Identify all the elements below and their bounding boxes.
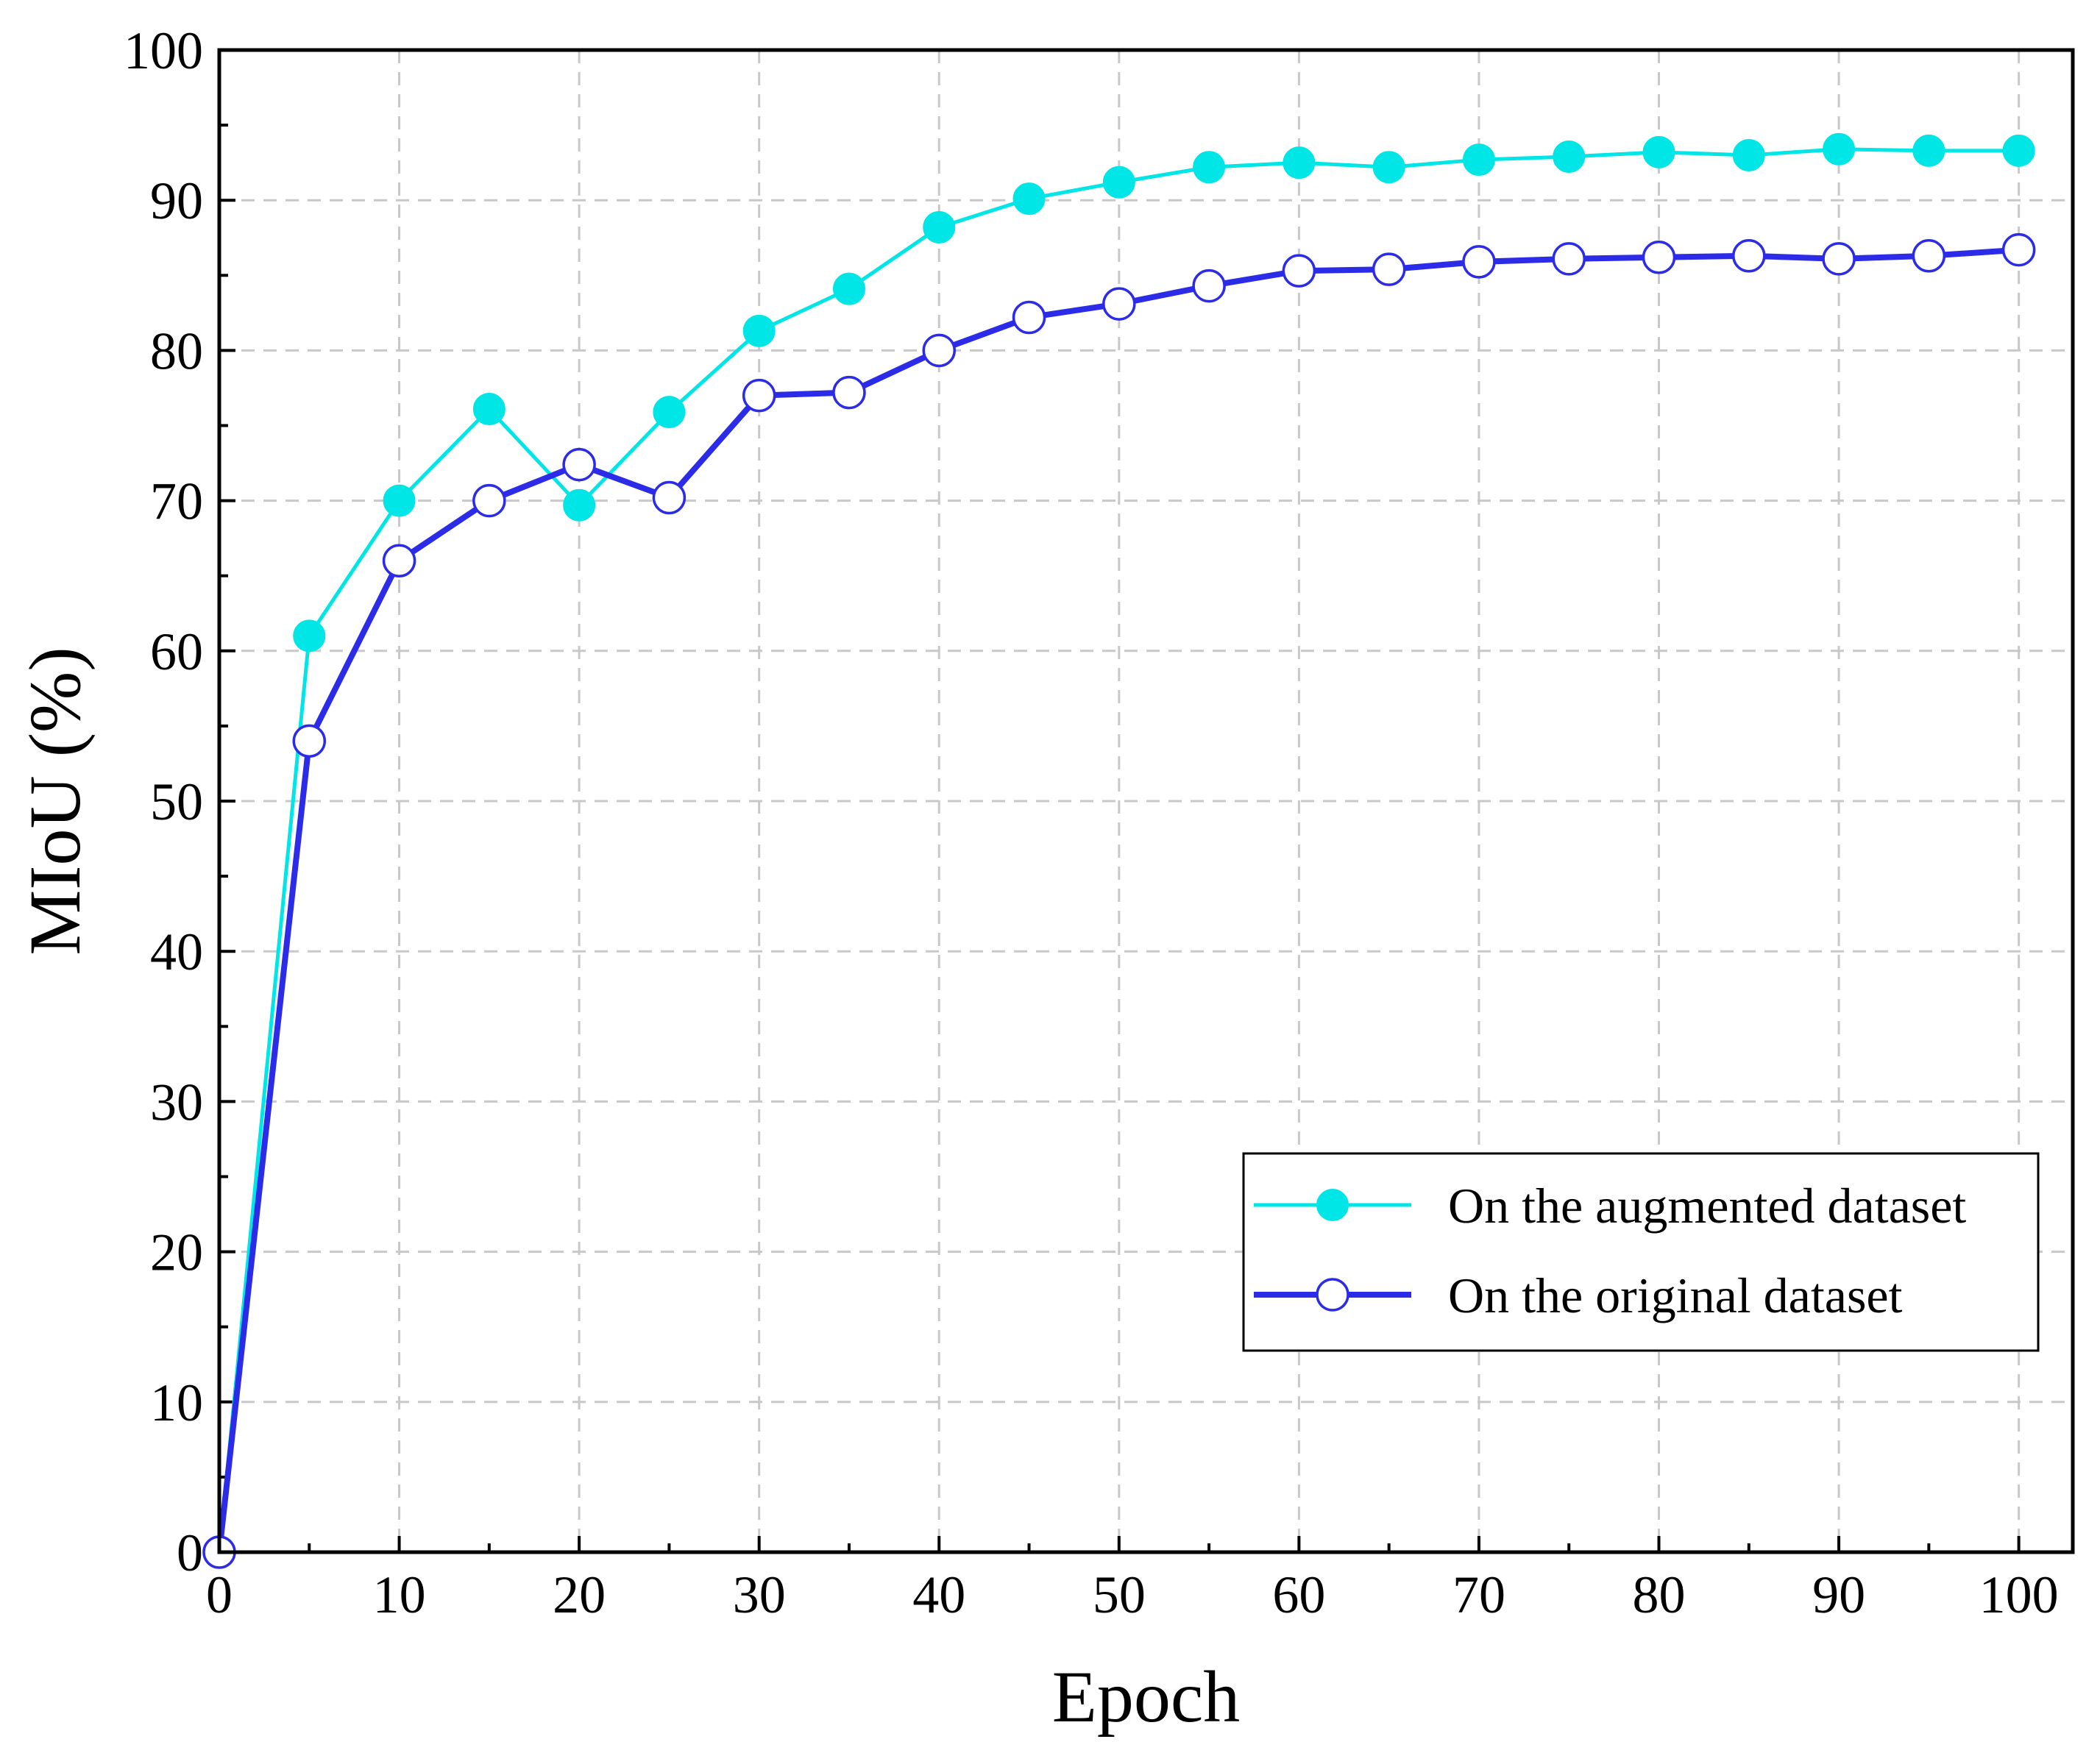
data-point-augmented (742, 314, 776, 347)
x-tick-label: 70 (1452, 1565, 1505, 1624)
legend-marker-original (1316, 1278, 1349, 1312)
data-point-original (382, 544, 416, 578)
y-axis-title: MIoU (%) (14, 647, 96, 955)
data-point-original (1552, 242, 1586, 276)
data-point-original (1372, 252, 1406, 286)
x-tick-label: 50 (1093, 1565, 1146, 1624)
data-point-augmented (653, 396, 686, 429)
data-point-augmented (383, 484, 416, 517)
data-point-original (1732, 239, 1766, 273)
y-tick-label: 60 (150, 622, 203, 681)
series-layer (202, 132, 2036, 1569)
x-tick-label: 0 (206, 1565, 233, 1624)
data-point-augmented (472, 393, 506, 426)
x-tick-label: 100 (1979, 1565, 2059, 1624)
data-point-original (472, 483, 506, 518)
plot-frame (217, 48, 2075, 1554)
data-point-original (562, 447, 596, 482)
data-point-original (1102, 287, 1136, 321)
data-point-augmented (1102, 166, 1135, 199)
data-point-original (652, 480, 687, 515)
y-tick-label: 10 (150, 1373, 203, 1432)
legend-box (1242, 1152, 2040, 1352)
data-point-original (1192, 269, 1226, 303)
data-point-augmented (1283, 146, 1316, 179)
data-point-augmented (832, 272, 865, 305)
grid-layer (219, 50, 2073, 1552)
legend-label-original: On the original dataset (1448, 1267, 1903, 1323)
data-point-augmented (1553, 140, 1586, 173)
data-point-original (1282, 254, 1316, 288)
y-tick-label: 40 (150, 922, 203, 981)
y-tick-label: 100 (124, 21, 203, 80)
y-tick-label: 20 (150, 1223, 203, 1282)
x-tick-label: 20 (553, 1565, 606, 1624)
data-point-original (832, 375, 866, 410)
x-tick-label: 80 (1633, 1565, 1686, 1624)
y-tick-label: 0 (177, 1523, 203, 1582)
x-tick-label: 30 (733, 1565, 786, 1624)
data-point-augmented (1912, 134, 1945, 167)
data-point-original (292, 724, 327, 758)
y-tick-label: 80 (150, 321, 203, 380)
x-tick-label: 10 (373, 1565, 426, 1624)
y-tick-label: 30 (150, 1073, 203, 1131)
data-point-augmented (1372, 151, 1405, 184)
axes-layer: 0 10 20 30 40 50 60 70 80 90 100 0 10 20 30 40 50 60 70 80 9… (124, 21, 2059, 1624)
x-tick-label: 60 (1272, 1565, 1325, 1624)
data-point-augmented (293, 619, 326, 653)
data-point-original (742, 378, 776, 413)
data-point-augmented (563, 488, 596, 522)
data-point-original (922, 333, 957, 368)
data-point-original (1462, 245, 1496, 279)
y-tick-label: 90 (150, 171, 203, 230)
data-point-original (1822, 242, 1856, 276)
data-point-augmented (1193, 151, 1226, 184)
data-point-augmented (1462, 143, 1495, 177)
data-point-original (1012, 300, 1046, 335)
y-tick-label: 70 (150, 472, 203, 531)
data-point-augmented (1732, 138, 1765, 171)
x-tick-label: 40 (912, 1565, 965, 1624)
data-point-augmented (923, 210, 956, 243)
data-point-augmented (1823, 132, 1856, 166)
data-point-augmented (2002, 134, 2035, 167)
data-point-augmented (1642, 135, 1675, 168)
data-point-original (1642, 241, 1676, 274)
legend-label-augmented: On the augmented dataset (1448, 1178, 1966, 1234)
data-point-augmented (1012, 182, 1046, 216)
legend: On the augmented dataset On the original… (1242, 1152, 2040, 1352)
data-point-original (1912, 239, 1946, 273)
x-axis-title: Epoch (1052, 1656, 1240, 1738)
x-tick-label: 90 (1812, 1565, 1865, 1624)
legend-marker-augmented (1316, 1189, 1349, 1221)
y-tick-label: 50 (150, 772, 203, 831)
data-point-original (2001, 232, 2036, 267)
